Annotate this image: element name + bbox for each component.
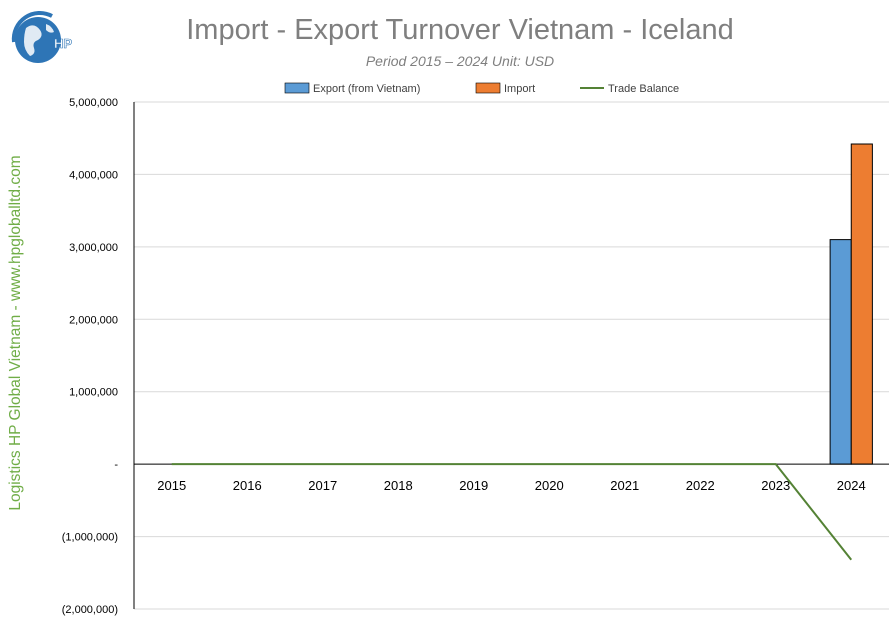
bars — [829, 143, 873, 465]
y-tick-label: 3,000,000 — [69, 242, 118, 254]
legend-label: Trade Balance — [608, 83, 679, 95]
legend-label: Export (from Vietnam) — [313, 83, 420, 95]
legend-swatch — [284, 82, 310, 94]
globe-logo-icon: HP — [11, 10, 72, 63]
x-tick-label: 2020 — [535, 478, 564, 493]
x-tick-label: 2016 — [233, 478, 262, 493]
x-tick-label: 2021 — [610, 478, 639, 493]
x-tick-label: 2024 — [837, 478, 866, 493]
x-tick-label: 2022 — [686, 478, 715, 493]
legend: Export (from Vietnam) Import Trade Balance — [284, 82, 679, 95]
gridlines — [134, 101, 889, 610]
x-tick-label: 2019 — [459, 478, 488, 493]
y-tick-label: 2,000,000 — [69, 314, 118, 326]
trade-balance-series-line — [171, 463, 853, 561]
trade-balance-line — [171, 463, 853, 561]
x-tick-label: 2018 — [384, 478, 413, 493]
logo-text: HP — [54, 36, 72, 51]
y-tick-label: - — [114, 459, 118, 471]
bar — [850, 143, 873, 465]
legend-swatch — [475, 82, 501, 94]
x-tick-label: 2023 — [761, 478, 790, 493]
y-tick-label: 5,000,000 — [69, 97, 118, 109]
chart-subtitle: Period 2015 – 2024 Unit: USD — [365, 53, 555, 69]
y-tick-label: (1,000,000) — [62, 532, 118, 544]
y-tick-label: (2,000,000) — [62, 604, 118, 616]
y-tick-label: 1,000,000 — [69, 387, 118, 399]
x-tick-label: 2017 — [308, 478, 337, 493]
axes: 5,000,000 4,000,000 3,000,000 2,000,000 1,00… — [62, 97, 889, 616]
x-tick-label: 2015 — [157, 478, 186, 493]
chart-title: Import - Export Turnover Vietnam - Icela… — [186, 14, 734, 46]
legend-label: Import — [504, 83, 535, 95]
bar — [829, 239, 852, 465]
y-tick-label: 4,000,000 — [69, 169, 118, 181]
